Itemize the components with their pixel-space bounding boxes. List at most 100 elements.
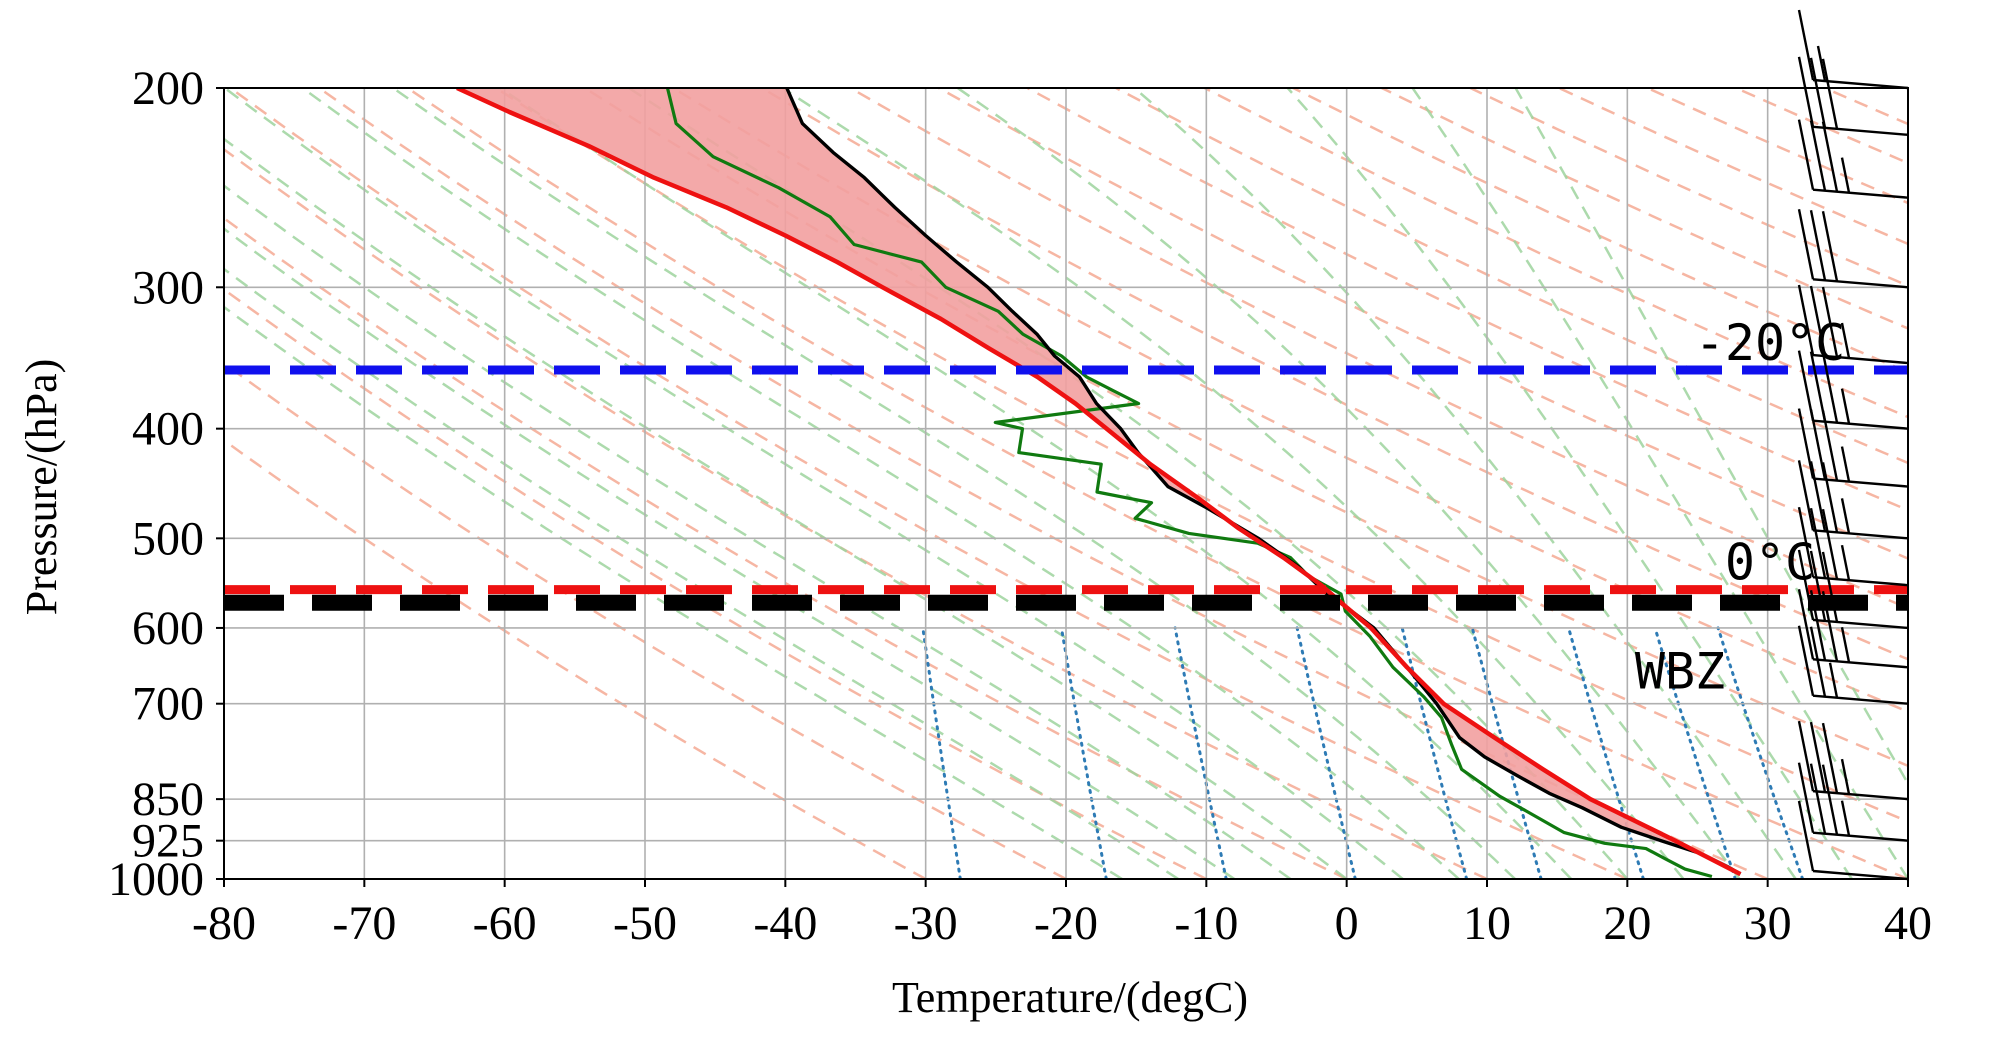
x-tick-label: 0: [1335, 897, 1359, 950]
wind-barb-flag: [1809, 763, 1827, 834]
wind-barb-staff: [1812, 575, 1909, 587]
parcel-profile-line: [456, 88, 1742, 877]
wind-barb-flag: [1809, 57, 1827, 129]
wind-barb-halfflag: [1840, 388, 1851, 424]
dry-adiabat-line: [1204, 88, 1908, 419]
x-tick-label: 40: [1884, 897, 1932, 950]
grid: [223, 87, 1909, 880]
wind-barb-flag: [1821, 352, 1839, 423]
moist-adiabat-line: [1411, 88, 1908, 879]
wind-barb-staff: [1812, 529, 1909, 540]
x-tick-label: 20: [1603, 897, 1651, 950]
wind-barb-flag: [1821, 286, 1839, 358]
x-axis-label: Temperature/(degC): [892, 973, 1248, 1022]
wind-barb-halfflag: [1840, 498, 1851, 534]
x-tick-label: -70: [332, 897, 396, 950]
moist-adiabat-line: [781, 88, 1685, 879]
wind-barb-flag: [1821, 722, 1839, 794]
mixing-ratio-line: [1060, 626, 1108, 879]
dewpoint-profile-line: [665, 88, 1713, 879]
wind-barb-staff: [1812, 125, 1909, 137]
wind-barb-flag: [1809, 550, 1827, 622]
moist-adiabat-line: [224, 137, 1348, 879]
dry-adiabat-line: [318, 88, 1769, 879]
wind-barb-staff: [1812, 278, 1909, 289]
x-tick-label: -40: [753, 897, 817, 950]
moist-adiabat-line: [224, 227, 1236, 879]
y-tick-label: 700: [132, 678, 204, 731]
wind-barb-flag: [1797, 800, 1815, 872]
x-tick-label: 10: [1463, 897, 1511, 950]
dry-adiabat-line: [1292, 88, 1908, 374]
wind-barb-flag: [1797, 408, 1815, 479]
wind-barb-flag: [1797, 460, 1815, 531]
wind-barb-flag: [1797, 625, 1815, 696]
mixing-ratio-line: [1173, 626, 1228, 879]
wind-barb-halfflag: [1840, 758, 1851, 795]
wind-barb-flag: [1797, 762, 1815, 833]
wind-barb-staff: [1812, 78, 1909, 90]
dry-adiabat-line: [406, 88, 1908, 879]
wind-barb-flag: [1809, 721, 1827, 793]
wind-barb-staff: [1812, 658, 1909, 669]
y-tick-label: 300: [132, 261, 204, 314]
dry-adiabat-line: [1824, 88, 1908, 126]
wind-barb-flag: [1821, 211, 1839, 282]
wind-barb-flag: [1797, 720, 1815, 792]
x-tick-label: -50: [613, 897, 677, 950]
x-tick-label: -30: [894, 897, 958, 950]
wind-barb-flag: [1809, 351, 1827, 422]
y-tick-label: 200: [132, 62, 204, 115]
mixing-ratio-line: [1400, 626, 1469, 879]
wind-barb-staff: [1812, 188, 1909, 199]
moist-adiabat-line: [1133, 88, 1797, 879]
mixing-ratio-line: [1567, 626, 1645, 879]
wind-barb-flag: [1797, 209, 1815, 280]
y-tick-label: 925: [132, 815, 204, 868]
wind-barb-flag: [1821, 58, 1839, 130]
wind-barb-staff: [1812, 618, 1909, 630]
y-tick-label: 500: [132, 512, 204, 565]
mixing-ratio-line: [1653, 626, 1737, 879]
x-tick-label: -80: [192, 897, 256, 950]
wind-barb-flag: [1797, 56, 1815, 128]
wind-barb-flag: [1821, 551, 1839, 623]
wind-barb-flag: [1797, 284, 1815, 356]
wind-barb-flag: [1821, 462, 1839, 533]
wind-barb-flag: [1809, 120, 1827, 191]
wind-barb-staff: [1812, 419, 1909, 430]
wind-barb-flag: [1809, 285, 1827, 357]
y-tick-label: 600: [132, 602, 204, 655]
dry-adiabat-line: [224, 216, 1348, 879]
level-label: -20°C: [1695, 314, 1846, 372]
wind-barb-flag: [1809, 626, 1827, 697]
wind-barb-flag: [1797, 119, 1815, 190]
wind-barb-halfflag: [1840, 800, 1851, 836]
x-tick-label: 30: [1744, 897, 1792, 950]
wind-barb-flag: [1797, 549, 1815, 621]
moist-adiabat-line: [392, 88, 1516, 879]
dry-adiabat-line: [1115, 88, 1908, 465]
wind-barb-halfflag: [1840, 446, 1851, 482]
moist-adiabat-line: [301, 88, 1460, 879]
y-tick-label: 400: [132, 403, 204, 456]
wind-barb-halfflag: [1840, 322, 1851, 359]
level-label: WBZ: [1635, 643, 1725, 701]
dry-adiabat-line: [224, 287, 1207, 879]
y-axis-label: Pressure/(hPa): [17, 359, 66, 616]
wind-barb-flag: [1821, 508, 1839, 580]
wind-barb-halfflag: [1840, 157, 1851, 193]
wind-barbs: [1797, 9, 1909, 881]
wind-barb-flag: [1809, 461, 1827, 532]
x-tick-label: -20: [1034, 897, 1098, 950]
wind-barb-staff: [1812, 477, 1909, 488]
level-label: 0°C: [1725, 534, 1815, 592]
moist-adiabat-line: [224, 88, 1404, 879]
axis-ticks: -80 -70 -60 -50 -40 -30 -20 -10 0 10 20 30 40 200 300 4…: [108, 62, 1932, 950]
wind-barb-halfflag: [1840, 544, 1851, 581]
plot-area: [456, 88, 1742, 879]
dry-adiabat-line: [938, 88, 1908, 560]
mixing-ratio-line: [921, 626, 962, 879]
